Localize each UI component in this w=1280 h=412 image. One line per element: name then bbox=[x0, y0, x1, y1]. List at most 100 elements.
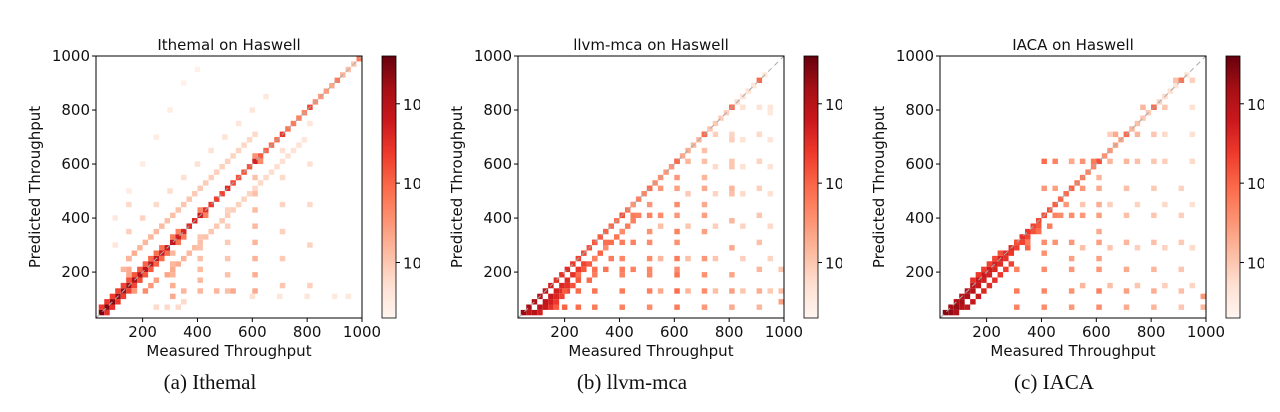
heatmap-cell bbox=[170, 293, 176, 300]
y-axis-label: Predicted Throughput bbox=[448, 106, 466, 268]
heatmap-cell bbox=[970, 277, 976, 283]
chart-title: Ithemal on Haswell bbox=[157, 36, 300, 54]
heatmap-cell bbox=[142, 272, 149, 278]
heatmap-cell bbox=[1003, 266, 1009, 273]
heatmap-cell bbox=[756, 239, 763, 246]
heatmap-cell bbox=[170, 266, 176, 273]
heatmap-cell bbox=[279, 147, 286, 154]
heatmap-cell bbox=[1014, 245, 1020, 251]
heatmap-cell bbox=[1068, 158, 1075, 165]
heatmap-cell bbox=[948, 304, 954, 310]
y-axis-label: Predicted Throughput bbox=[870, 106, 888, 268]
heatmap-cell bbox=[740, 223, 746, 229]
heatmap-cell bbox=[1041, 158, 1047, 165]
heatmap-cell bbox=[756, 212, 763, 219]
heatmap-cell bbox=[159, 245, 165, 251]
heatmap-cell bbox=[307, 242, 313, 248]
heatmap-cell bbox=[553, 288, 560, 294]
heatmap-cell bbox=[1014, 266, 1020, 273]
heatmap-cell bbox=[296, 142, 302, 148]
x-tick-label: 200 bbox=[550, 323, 579, 341]
heatmap-cell bbox=[181, 80, 187, 86]
heatmap-cell bbox=[729, 288, 735, 294]
heatmap-cell bbox=[1151, 266, 1157, 273]
heatmap-cell bbox=[164, 272, 171, 278]
heatmap-cell bbox=[718, 115, 724, 121]
heatmap-cell bbox=[1178, 288, 1185, 294]
heatmap-cell bbox=[767, 223, 774, 229]
heatmap-cell bbox=[581, 266, 587, 273]
heatmap-cell bbox=[986, 272, 993, 278]
heatmap-cell bbox=[1096, 288, 1102, 294]
heatmap-cell bbox=[608, 255, 614, 262]
heatmap-cell bbox=[1189, 131, 1196, 138]
colorbar-tick-label: 10⁴ bbox=[825, 96, 842, 114]
heatmap-cell bbox=[531, 299, 538, 305]
heatmap-cell bbox=[729, 137, 735, 143]
heatmap-cell bbox=[619, 239, 625, 246]
heatmap-cell bbox=[331, 293, 338, 300]
heatmap-cell bbox=[1107, 131, 1113, 138]
heatmap-cell bbox=[674, 239, 680, 246]
y-tick-label: 400 bbox=[483, 209, 512, 227]
heatmap-cell bbox=[674, 272, 680, 278]
y-tick-label: 1000 bbox=[52, 47, 90, 65]
heatmap-cell bbox=[1200, 293, 1206, 300]
heatmap-cell bbox=[1123, 304, 1130, 310]
heatmap-cell bbox=[131, 277, 138, 283]
heatmap-cell bbox=[1096, 228, 1102, 235]
heatmap-cell bbox=[1008, 250, 1015, 256]
heatmap-cell bbox=[104, 309, 110, 316]
heatmap-cell bbox=[740, 191, 746, 197]
heatmap-cell bbox=[1014, 288, 1020, 294]
heatmap-cell bbox=[756, 131, 763, 138]
heatmap-cell bbox=[246, 191, 253, 197]
heatmap-cell bbox=[1057, 212, 1064, 219]
heatmap-cell bbox=[1052, 158, 1058, 165]
heatmap-cell bbox=[701, 201, 708, 208]
heatmap-cell bbox=[701, 288, 708, 294]
heatmap-cell bbox=[668, 164, 675, 170]
heatmap-cell bbox=[1014, 304, 1020, 310]
heatmap-cell bbox=[153, 250, 160, 256]
heatmap-cell bbox=[778, 299, 784, 305]
heatmap-cell bbox=[1173, 83, 1179, 89]
heatmap-cell bbox=[252, 191, 258, 197]
heatmap-cell bbox=[592, 288, 598, 294]
heatmap-cell bbox=[170, 234, 176, 240]
heatmap-cell bbox=[1189, 282, 1196, 289]
heatmap-cell bbox=[139, 161, 146, 167]
heatmap-cell bbox=[674, 288, 680, 294]
heatmap-cell bbox=[170, 239, 176, 246]
heatmap-cell bbox=[767, 255, 774, 262]
heatmap-cell bbox=[167, 107, 173, 113]
x-tick-label: 800 bbox=[715, 323, 744, 341]
heatmap-cell bbox=[252, 174, 258, 181]
heatmap-cell bbox=[646, 304, 653, 310]
heatmap-cell bbox=[1134, 120, 1141, 127]
heatmap-cell bbox=[252, 207, 258, 213]
heatmap-cell bbox=[997, 250, 1004, 256]
heatmap-cell bbox=[756, 304, 763, 310]
heatmap-cell bbox=[1151, 304, 1157, 310]
heatmap-cell bbox=[1096, 201, 1102, 208]
heatmap-cell bbox=[559, 272, 565, 278]
heatmap-cell bbox=[139, 215, 146, 221]
heatmap-cell bbox=[164, 250, 171, 256]
heatmap-cell bbox=[224, 272, 231, 278]
heatmap-cell bbox=[252, 153, 258, 159]
heatmap-cell bbox=[1068, 288, 1075, 294]
heatmap-cell bbox=[674, 212, 680, 219]
heatmap-cell bbox=[701, 185, 708, 192]
heatmap-cell bbox=[148, 266, 154, 273]
heatmap-cell bbox=[597, 250, 604, 256]
heatmap-cell bbox=[1035, 223, 1042, 229]
heatmap-cell bbox=[953, 299, 960, 305]
heatmap-cell bbox=[712, 288, 719, 294]
heatmap-cell bbox=[970, 288, 976, 294]
heatmap-cell bbox=[285, 126, 291, 132]
heatmap-cell bbox=[167, 188, 173, 194]
heatmap-cell bbox=[657, 185, 664, 192]
heatmap-cell bbox=[175, 261, 182, 267]
y-tick-label: 600 bbox=[61, 155, 90, 173]
